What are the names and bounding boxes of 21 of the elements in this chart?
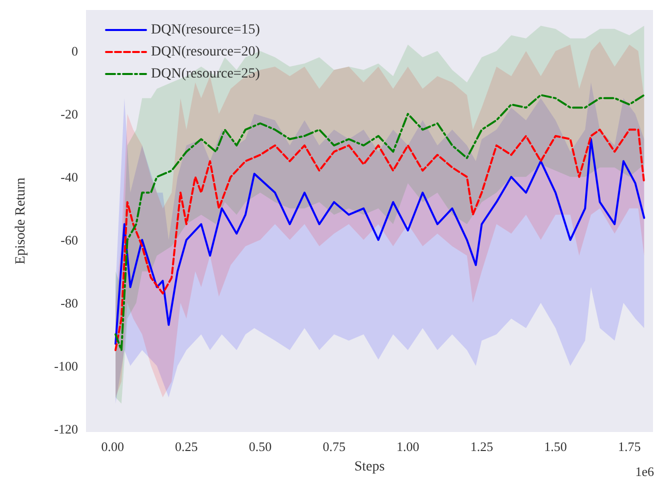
legend-label: DQN(resource=25) [151,66,260,82]
x-tick-label: 0.75 [322,439,346,454]
y-tick-label: -80 [60,295,78,310]
x-tick-label: 0.50 [248,439,272,454]
x-tick-label: 0.00 [101,439,124,454]
x-tick-label: 1.50 [544,439,567,454]
y-tick-label: 0 [72,43,78,58]
x-tick-label: 0.25 [175,439,198,454]
y-axis-title: Episode Return [14,178,28,264]
text: 1e6 [635,464,654,479]
x-tick-label: 1.25 [470,439,494,454]
x-axis-title: Steps [354,460,385,474]
y-tick-label: -120 [54,421,78,436]
legend-label: DQN(resource=20) [151,44,260,60]
y-tick-label: -40 [60,169,78,184]
x-tick-label: 1.00 [396,439,420,454]
y-tick-label: -60 [60,232,78,248]
x-tick-label: 1.75 [618,439,641,454]
y-tick-label: -100 [54,358,78,374]
y-tick-label: -20 [60,106,78,122]
legend-label: DQN(resource=15) [151,22,260,38]
